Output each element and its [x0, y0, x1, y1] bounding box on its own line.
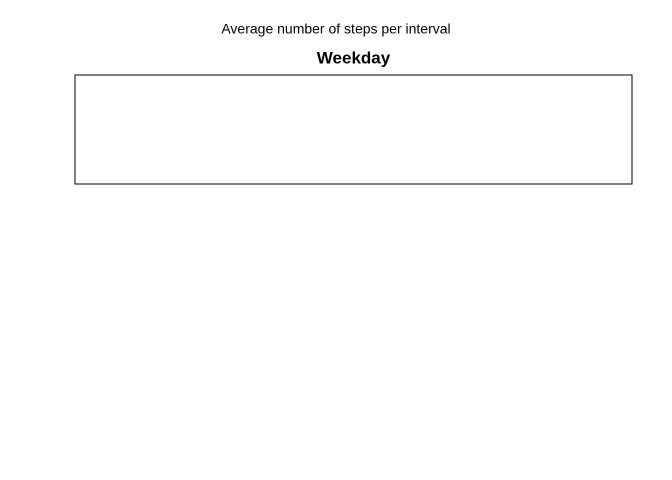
plot-box: [74, 74, 633, 185]
figure-title: Average number of steps per interval: [221, 21, 450, 37]
panel-title: Weekday: [317, 48, 391, 67]
